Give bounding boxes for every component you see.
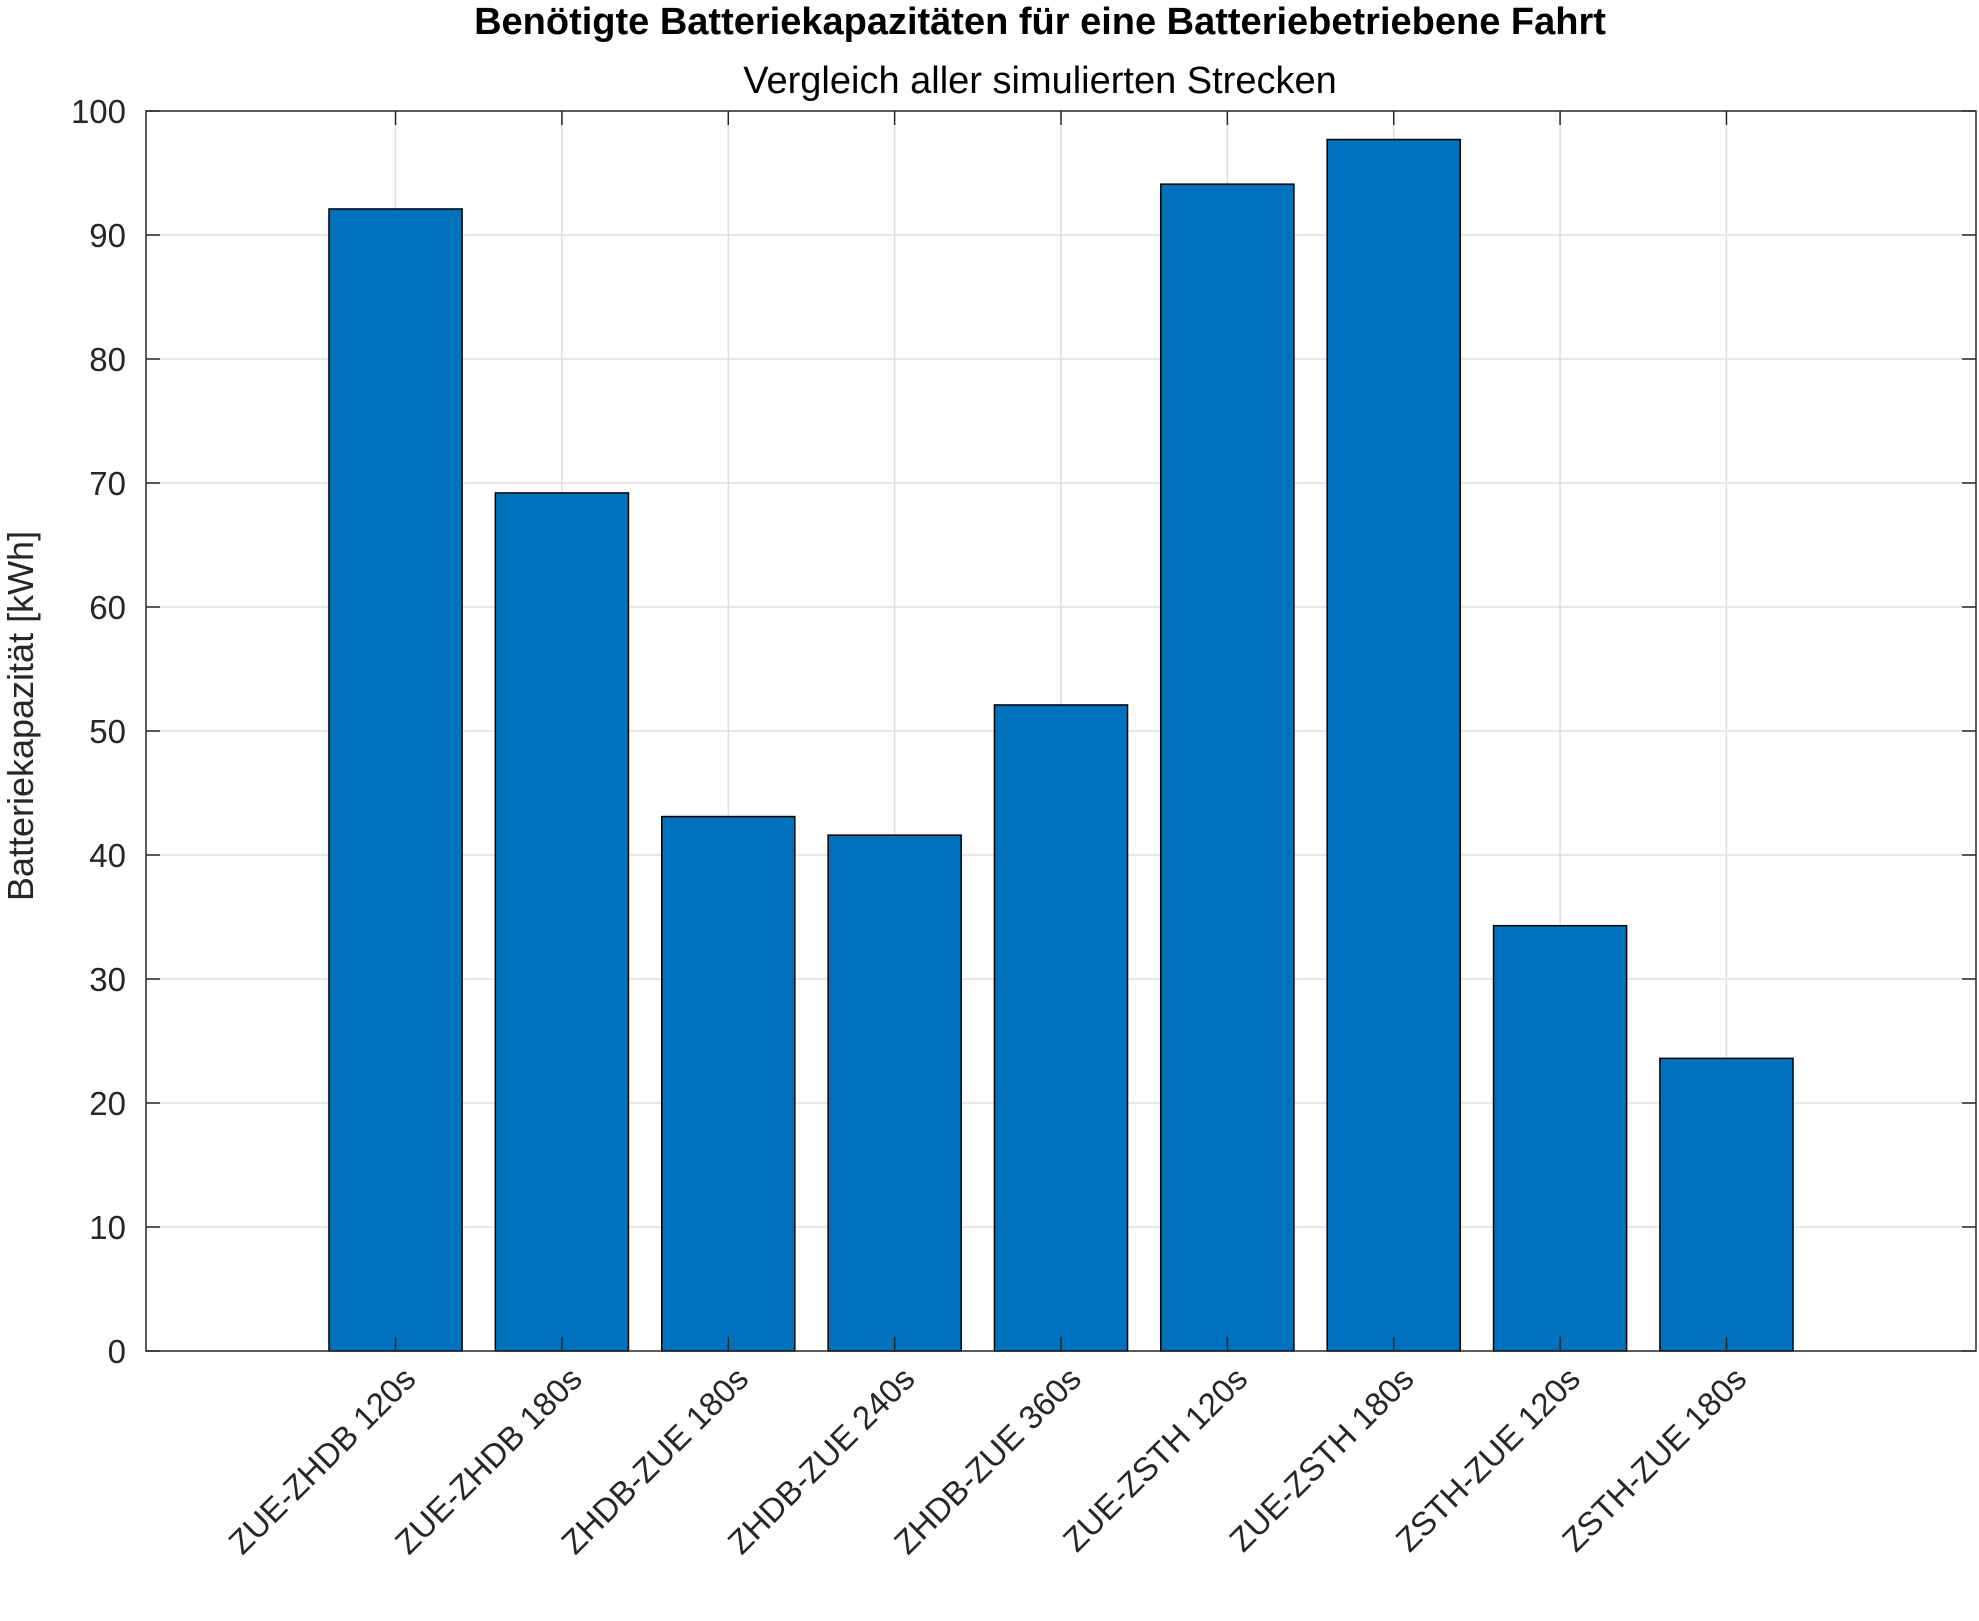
y-tick-label: 60	[89, 589, 126, 626]
y-tick-label: 30	[89, 961, 126, 998]
bar	[1492, 924, 1628, 1352]
y-tick-label: 70	[89, 465, 126, 502]
y-tick-label: 100	[71, 93, 126, 130]
y-axis-ticks: 0 10 20 30 40 50 60 70 80 90 100	[71, 93, 1976, 1370]
y-tick-label: 10	[89, 1209, 126, 1246]
x-tick-label: ZSTH-ZUE 180s	[1555, 1360, 1754, 1559]
bar	[494, 492, 630, 1352]
bar	[1160, 183, 1295, 1352]
y-tick-label: 20	[89, 1085, 126, 1122]
y-tick-label: 40	[89, 837, 126, 874]
bar	[827, 834, 962, 1352]
bar	[660, 815, 796, 1352]
y-axis-label: Batteriekapazität [kWh]	[0, 531, 41, 901]
bars	[328, 138, 1794, 1352]
chart-subtitle: Vergleich aller simulierten Strecken	[743, 60, 1337, 102]
y-tick-label: 80	[89, 341, 126, 378]
bar	[328, 208, 463, 1352]
bar	[1659, 1057, 1794, 1352]
y-tick-label: 0	[108, 1333, 126, 1370]
bar	[1326, 138, 1462, 1352]
chart-title: Benötigte Batteriekapazitäten für eine B…	[474, 1, 1606, 43]
y-tick-label: 90	[89, 217, 126, 254]
bar	[993, 704, 1129, 1352]
y-tick-label: 50	[89, 713, 126, 750]
